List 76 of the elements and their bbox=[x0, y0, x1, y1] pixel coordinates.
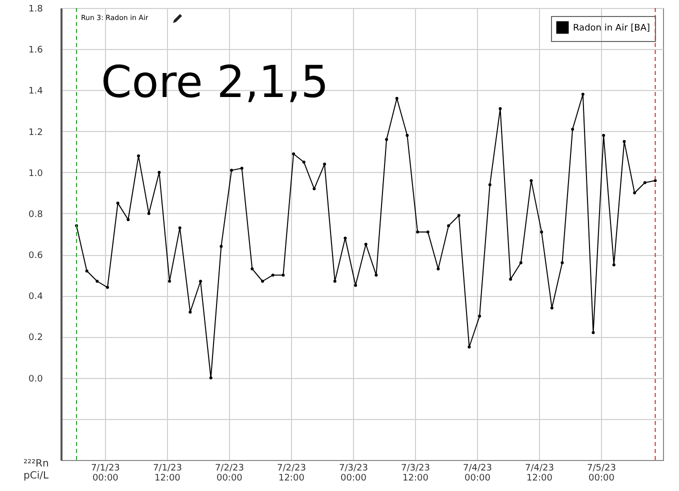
point bbox=[323, 162, 326, 166]
point bbox=[199, 280, 202, 283]
point bbox=[354, 284, 358, 287]
point bbox=[550, 306, 554, 310]
x-tick-label: 7/2/23 12:00 bbox=[276, 464, 306, 484]
point bbox=[240, 166, 244, 170]
point bbox=[158, 170, 161, 174]
x-tick-label: 7/3/23 00:00 bbox=[338, 464, 368, 484]
annotation: Core 2,1,5 bbox=[101, 57, 329, 108]
point bbox=[106, 286, 110, 289]
point bbox=[478, 314, 482, 318]
point bbox=[468, 346, 471, 348]
point bbox=[333, 280, 336, 283]
point bbox=[498, 107, 502, 110]
point bbox=[302, 160, 306, 164]
x-tick-label: 7/5/23 00:00 bbox=[587, 464, 616, 484]
point bbox=[230, 168, 234, 172]
x-tick-label: 7/4/23 12:00 bbox=[525, 464, 554, 484]
point bbox=[622, 140, 626, 144]
point bbox=[488, 183, 492, 186]
x-tick-label: 7/3/23 12:00 bbox=[400, 464, 430, 484]
legend-label: Radon in Air [BA] bbox=[573, 24, 650, 34]
point bbox=[509, 278, 512, 281]
x-tick-label: 7/1/23 12:00 bbox=[152, 464, 182, 484]
point bbox=[147, 212, 150, 215]
point bbox=[364, 242, 368, 246]
y-tick-label: 1.0 bbox=[28, 168, 44, 179]
point bbox=[385, 138, 388, 141]
point bbox=[406, 134, 409, 137]
point bbox=[209, 376, 212, 380]
point bbox=[560, 261, 564, 264]
x-tick-label: 7/4/23 00:00 bbox=[462, 464, 492, 484]
point bbox=[271, 274, 274, 277]
point bbox=[178, 226, 182, 230]
point bbox=[395, 96, 398, 100]
point bbox=[344, 236, 347, 240]
y-tick-label: 0.4 bbox=[28, 292, 44, 302]
y-tick-label: 0.2 bbox=[28, 333, 43, 344]
point bbox=[96, 280, 99, 283]
point bbox=[292, 152, 296, 156]
y-axis-title: ²²²Rn pCi/L bbox=[24, 458, 49, 482]
point bbox=[612, 263, 616, 266]
point bbox=[592, 331, 595, 334]
point bbox=[282, 274, 285, 277]
point bbox=[581, 92, 584, 96]
point bbox=[530, 179, 533, 182]
point bbox=[168, 280, 172, 283]
point bbox=[571, 128, 574, 131]
point bbox=[312, 187, 316, 190]
x-tick-label: 7/1/23 00:00 bbox=[90, 464, 120, 484]
point bbox=[416, 230, 420, 234]
point bbox=[633, 191, 636, 194]
y-tick-label: 1.2 bbox=[28, 128, 43, 138]
point bbox=[643, 181, 646, 184]
point bbox=[220, 244, 223, 248]
point bbox=[540, 230, 544, 234]
point bbox=[519, 261, 522, 264]
point bbox=[374, 274, 378, 277]
point bbox=[126, 218, 130, 222]
y-tick-label: 0.0 bbox=[28, 374, 44, 384]
point bbox=[116, 202, 120, 205]
point bbox=[457, 214, 460, 218]
y-tick-label: 0.8 bbox=[28, 210, 44, 220]
point bbox=[188, 310, 192, 314]
point bbox=[602, 134, 606, 137]
point bbox=[250, 267, 254, 270]
point bbox=[85, 269, 88, 272]
point bbox=[261, 280, 264, 283]
y-tick-label: 1.6 bbox=[28, 46, 44, 56]
y-tick-label: 1.8 bbox=[28, 4, 44, 14]
x-tick-label: 7/2/23 00:00 bbox=[214, 464, 244, 484]
point bbox=[436, 267, 440, 270]
y-tick-label: 1.4 bbox=[28, 86, 44, 97]
point bbox=[137, 154, 140, 158]
y-tick-label: 0.6 bbox=[28, 251, 44, 262]
point bbox=[447, 224, 450, 228]
